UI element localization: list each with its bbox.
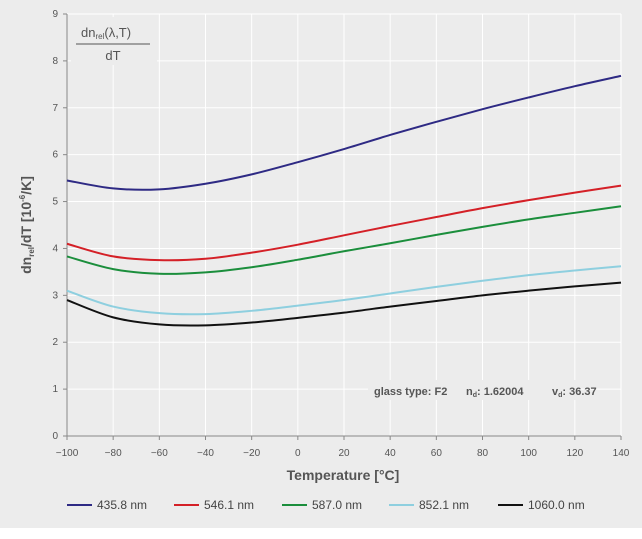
x-tick-label: −40 (197, 448, 214, 459)
glass-annotation: glass type: F2 nd: 1.62004 vd: 36.37 (368, 380, 597, 400)
formula-numerator: dnrel(λ,T) (81, 25, 131, 41)
nd-value: nd: 1.62004 (466, 386, 524, 399)
series-line-587-0-nm (66, 205, 622, 275)
y-tick-label: 4 (52, 243, 58, 254)
legend-label-435-8-nm: 435.8 nm (97, 498, 147, 512)
y-tick-label: 3 (52, 290, 58, 301)
y-tick-label: 6 (52, 150, 58, 161)
x-tick-label: 80 (477, 448, 489, 459)
series-line-852-1-nm (66, 265, 622, 316)
legend-label-546-1-nm: 546.1 nm (204, 498, 254, 512)
y-tick-label: 7 (52, 103, 58, 114)
legend-label-1060-0-nm: 1060.0 nm (528, 498, 585, 512)
x-tick-label: 100 (520, 448, 537, 459)
y-tick-label: 1 (52, 384, 58, 395)
x-tick-label: 20 (338, 448, 350, 459)
glass-type-label: glass type: F2 (374, 386, 447, 398)
x-tick-label: −100 (56, 448, 79, 459)
series-line-435-8-nm (66, 74, 622, 191)
series-lines (66, 74, 622, 327)
x-tick-label: 0 (295, 448, 301, 459)
y-axis-title: dnrel/dT [10-6/K] (18, 176, 36, 274)
legend-label-587-0-nm: 587.0 nm (312, 498, 362, 512)
axes: −100 −80 −60 −40 −20 0 20 40 60 80 100 120 140 0 1 2 3 4 5… (52, 9, 629, 459)
y-tick-label: 0 (52, 431, 58, 442)
x-tick-label: 140 (613, 448, 630, 459)
legend: 435.8 nm 546.1 nm 587.0 nm 852.1 nm 1060.0 n… (67, 498, 585, 512)
x-axis-title: Temperature [°C] (287, 467, 400, 483)
glass-annotation-background (368, 380, 580, 400)
x-tick-label: −60 (151, 448, 168, 459)
grid (67, 13, 622, 436)
x-tick-label: 60 (431, 448, 443, 459)
y-tick-label: 2 (52, 337, 58, 348)
chart-panel (0, 0, 642, 528)
y-tick-label: 8 (52, 56, 58, 67)
x-tick-label: −80 (105, 448, 122, 459)
legend-label-852-1-nm: 852.1 nm (419, 498, 469, 512)
formula-background (71, 17, 157, 65)
series-line-546-1-nm (66, 184, 622, 262)
formula-denominator: dT (105, 48, 120, 63)
formula-box: dnrel(λ,T) dT (71, 17, 157, 65)
x-tick-label: 120 (566, 448, 583, 459)
x-tick-label: −20 (243, 448, 260, 459)
y-tick-label: 5 (52, 197, 58, 208)
vd-value: vd: 36.37 (552, 386, 597, 399)
x-tick-label: 40 (385, 448, 397, 459)
series-line-1060-0-nm (66, 281, 622, 327)
y-tick-label: 9 (52, 9, 58, 20)
